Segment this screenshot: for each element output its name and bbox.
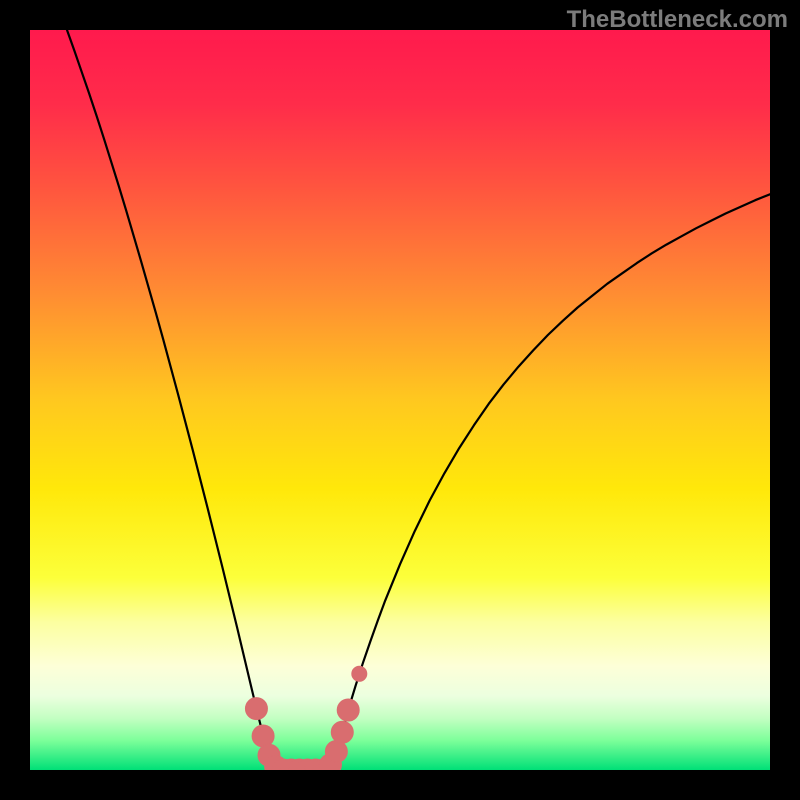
curve-marker: [252, 725, 274, 747]
curve-marker: [325, 741, 347, 763]
plot-background: [30, 30, 770, 770]
curve-marker: [245, 698, 267, 720]
plot-svg: [30, 30, 770, 770]
plot-area: [30, 30, 770, 770]
chart-frame: TheBottleneck.com: [0, 0, 800, 800]
curve-marker: [337, 699, 359, 721]
curve-marker: [331, 721, 353, 743]
curve-marker: [352, 666, 367, 681]
